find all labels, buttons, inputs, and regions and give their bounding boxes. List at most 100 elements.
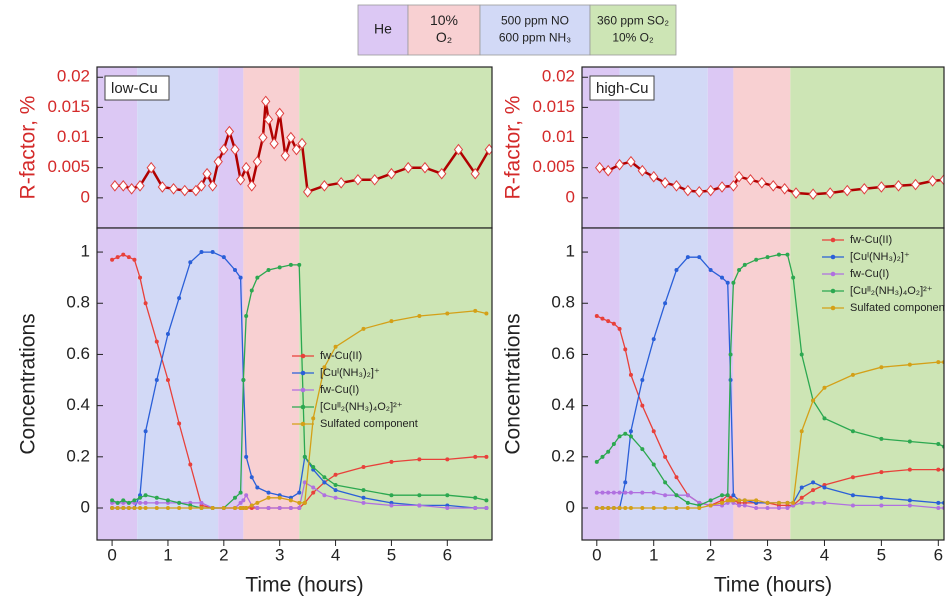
data-point <box>822 385 827 390</box>
legend-marker <box>830 288 836 294</box>
phase-region <box>790 67 944 228</box>
data-point <box>708 267 713 272</box>
data-point <box>188 462 193 467</box>
data-point <box>623 506 628 511</box>
data-point <box>238 275 243 280</box>
y-tick-label: 0.2 <box>66 446 90 465</box>
x-axis-label: Time (hours) <box>714 574 832 597</box>
data-point <box>191 184 201 197</box>
data-point <box>728 498 733 503</box>
data-point <box>266 495 271 500</box>
data-point <box>417 314 422 319</box>
data-point <box>453 143 464 156</box>
data-point <box>275 107 285 120</box>
data-point <box>651 462 656 467</box>
data-point <box>768 179 778 192</box>
legend-marker <box>300 353 306 359</box>
phase-label: 500 ppm NO <box>501 14 569 28</box>
data-point <box>238 506 243 511</box>
data-point <box>244 493 249 498</box>
data-point <box>213 155 223 168</box>
data-point <box>600 316 605 321</box>
data-point <box>811 398 816 403</box>
data-point <box>311 416 316 421</box>
data-point <box>936 360 941 365</box>
data-point <box>754 506 759 511</box>
data-point <box>785 252 790 257</box>
data-point <box>907 362 912 367</box>
plot-area <box>582 67 944 228</box>
data-point <box>799 429 804 434</box>
data-point <box>230 143 240 156</box>
data-point <box>651 429 656 434</box>
data-point <box>333 482 338 487</box>
data-point <box>143 301 148 306</box>
y-tick-label: 0 <box>566 187 575 206</box>
legend-marker <box>300 404 306 410</box>
data-point <box>811 500 816 505</box>
data-point <box>297 506 302 511</box>
data-point <box>138 506 143 511</box>
data-point <box>907 503 912 508</box>
data-point <box>322 365 327 370</box>
data-point <box>603 164 613 177</box>
data-point <box>361 326 366 331</box>
data-point <box>157 181 168 193</box>
data-point <box>651 506 656 511</box>
data-point <box>333 472 338 477</box>
data-point <box>611 506 616 511</box>
data-point <box>791 275 796 280</box>
phase-key-item: 10%O₂ <box>407 4 481 56</box>
data-point <box>737 267 742 272</box>
data-point <box>249 475 254 480</box>
data-point <box>623 347 628 352</box>
data-point <box>386 167 397 180</box>
data-point <box>210 506 215 511</box>
phase-region <box>97 228 138 540</box>
legend-label: [Cuᴵ(NH₃)₂]⁺ <box>320 367 380 379</box>
data-point <box>623 431 628 436</box>
data-point <box>241 506 246 511</box>
legend-label: [Cuᴵᴵ₂(NH₃)₄O₂]²⁺ <box>320 401 403 413</box>
data-point <box>177 506 182 511</box>
legend-marker <box>300 387 306 393</box>
y-tick-label: 0.4 <box>551 395 575 414</box>
legend-marker <box>830 305 836 311</box>
data-point <box>353 173 363 186</box>
data-point <box>132 506 137 511</box>
data-point <box>417 457 422 462</box>
x-tick-label: 2 <box>706 545 715 564</box>
data-point <box>685 493 690 498</box>
data-point <box>628 372 633 377</box>
data-point <box>361 495 366 500</box>
phase-region <box>299 228 492 540</box>
x-tick-label: 0 <box>592 545 601 564</box>
y-tick-label: 0.01 <box>57 127 90 146</box>
data-point <box>907 498 912 503</box>
phase-key-item: 360 ppm SO₂ 10% O₂ <box>589 4 677 56</box>
data-point <box>361 488 366 493</box>
phase-region <box>707 228 734 540</box>
data-point <box>333 495 338 500</box>
panel-label-box <box>104 75 170 101</box>
data-point <box>221 255 226 260</box>
legend-label: Sulfated component <box>320 418 418 430</box>
data-point <box>617 506 622 511</box>
series-line <box>112 481 487 509</box>
x-tick-label: 5 <box>877 545 886 564</box>
data-point <box>737 503 742 508</box>
data-point <box>135 179 145 192</box>
data-point <box>249 503 254 508</box>
data-point <box>110 506 115 511</box>
legend-marker <box>300 421 306 427</box>
data-point <box>219 143 229 156</box>
y-tick-label: 0.02 <box>542 67 575 86</box>
data-point <box>165 331 170 336</box>
data-point <box>288 262 293 267</box>
data-point <box>165 498 170 503</box>
y-axis-label: Concentrations <box>502 313 525 454</box>
phase-key-item: 500 ppm NO 600 ppm NH₃ <box>479 4 591 56</box>
data-point <box>799 495 804 500</box>
data-point <box>154 339 159 344</box>
data-point <box>594 506 599 511</box>
